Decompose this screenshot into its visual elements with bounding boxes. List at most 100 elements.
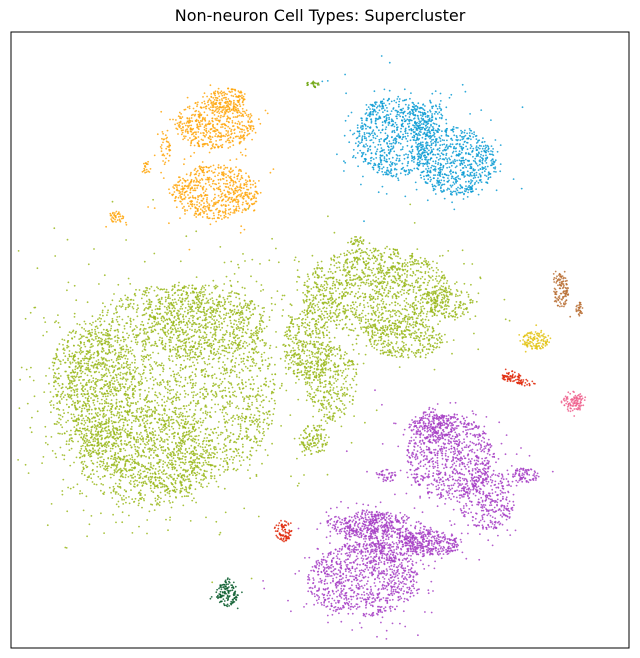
scatter-point <box>120 387 122 389</box>
scatter-point <box>195 341 197 343</box>
scatter-point <box>101 399 103 401</box>
scatter-point <box>268 259 270 261</box>
scatter-point <box>92 380 94 382</box>
scatter-point <box>88 400 90 402</box>
scatter-point <box>166 307 168 309</box>
scatter-point <box>125 502 127 504</box>
scatter-point <box>202 337 204 339</box>
scatter-point <box>101 376 103 378</box>
scatter-point <box>141 485 143 487</box>
scatter-point <box>212 334 214 336</box>
scatter-point <box>62 391 64 393</box>
scatter-point <box>313 345 315 347</box>
scatter-point <box>211 292 213 294</box>
scatter-point <box>157 448 159 450</box>
scatter-point <box>102 476 104 478</box>
scatter-point <box>259 323 261 325</box>
scatter-point <box>133 355 135 357</box>
scatter-point <box>112 444 114 446</box>
scatter-point <box>215 411 217 413</box>
scatter-point <box>266 423 268 425</box>
scatter-point <box>82 428 84 430</box>
scatter-point <box>150 488 152 490</box>
scatter-point <box>298 331 300 333</box>
scatter-point <box>179 331 181 333</box>
scatter-point <box>78 414 80 416</box>
scatter-point <box>184 453 186 455</box>
scatter-point <box>175 496 177 498</box>
scatter-point <box>91 460 93 462</box>
scatter-point <box>148 327 150 329</box>
scatter-point <box>152 431 154 433</box>
scatter-point <box>163 480 165 482</box>
scatter-point <box>134 328 136 330</box>
scatter-point <box>250 330 252 332</box>
scatter-point <box>170 326 172 328</box>
scatter-point <box>159 339 161 341</box>
scatter-point <box>174 474 176 476</box>
scatter-point <box>96 471 98 473</box>
scatter-point <box>86 384 88 386</box>
scatter-point <box>263 419 265 421</box>
scatter-point <box>190 452 192 454</box>
scatter-point <box>262 428 264 430</box>
scatter-point <box>107 383 109 385</box>
scatter-point <box>131 454 133 456</box>
scatter-point <box>50 411 52 413</box>
scatter-point <box>142 478 144 480</box>
scatter-point <box>59 343 61 345</box>
scatter-point <box>115 307 117 309</box>
scatter-point <box>138 447 140 449</box>
scatter-point <box>91 381 93 383</box>
scatter-point <box>104 475 106 477</box>
scatter-point <box>134 294 136 296</box>
scatter-point <box>48 367 50 369</box>
scatter-point <box>51 436 53 438</box>
scatter-point <box>118 456 120 458</box>
scatter-point <box>169 345 171 347</box>
scatter-point <box>309 355 311 357</box>
scatter-point <box>100 443 102 445</box>
scatter-point <box>219 464 221 466</box>
scatter-point <box>176 394 178 396</box>
scatter-point <box>117 464 119 466</box>
scatter-point <box>164 426 166 428</box>
scatter-point <box>150 433 152 435</box>
scatter-point <box>119 389 121 391</box>
scatter-point <box>256 398 258 400</box>
scatter-point <box>138 382 140 384</box>
scatter-point <box>185 342 187 344</box>
scatter-point <box>169 429 171 431</box>
scatter-point <box>189 435 191 437</box>
scatter-point <box>238 377 240 379</box>
scatter-point <box>191 287 193 289</box>
scatter-point <box>159 313 161 315</box>
scatter-point <box>185 479 187 481</box>
scatter-point <box>153 380 155 382</box>
scatter-point <box>68 354 70 356</box>
scatter-point <box>71 404 73 406</box>
scatter-point <box>257 426 259 428</box>
scatter-point <box>81 410 83 412</box>
scatter-point <box>183 333 185 335</box>
scatter-point <box>91 338 93 340</box>
scatter-point <box>215 465 217 467</box>
scatter-point <box>215 432 217 434</box>
scatter-point <box>185 235 187 237</box>
scatter-point <box>105 341 107 343</box>
scatter-point <box>268 358 270 360</box>
scatter-point <box>281 299 283 301</box>
scatter-point <box>216 305 218 307</box>
scatter-point <box>330 341 332 343</box>
scatter-point <box>271 420 273 422</box>
scatter-point <box>94 440 96 442</box>
scatter-point <box>219 341 221 343</box>
scatter-point <box>171 507 173 509</box>
scatter-point <box>262 289 264 291</box>
scatter-point <box>85 404 87 406</box>
scatter-point <box>115 352 117 354</box>
scatter-point <box>244 300 246 302</box>
scatter-point <box>197 472 199 474</box>
scatter-point <box>199 469 201 471</box>
scatter-point <box>131 426 133 428</box>
